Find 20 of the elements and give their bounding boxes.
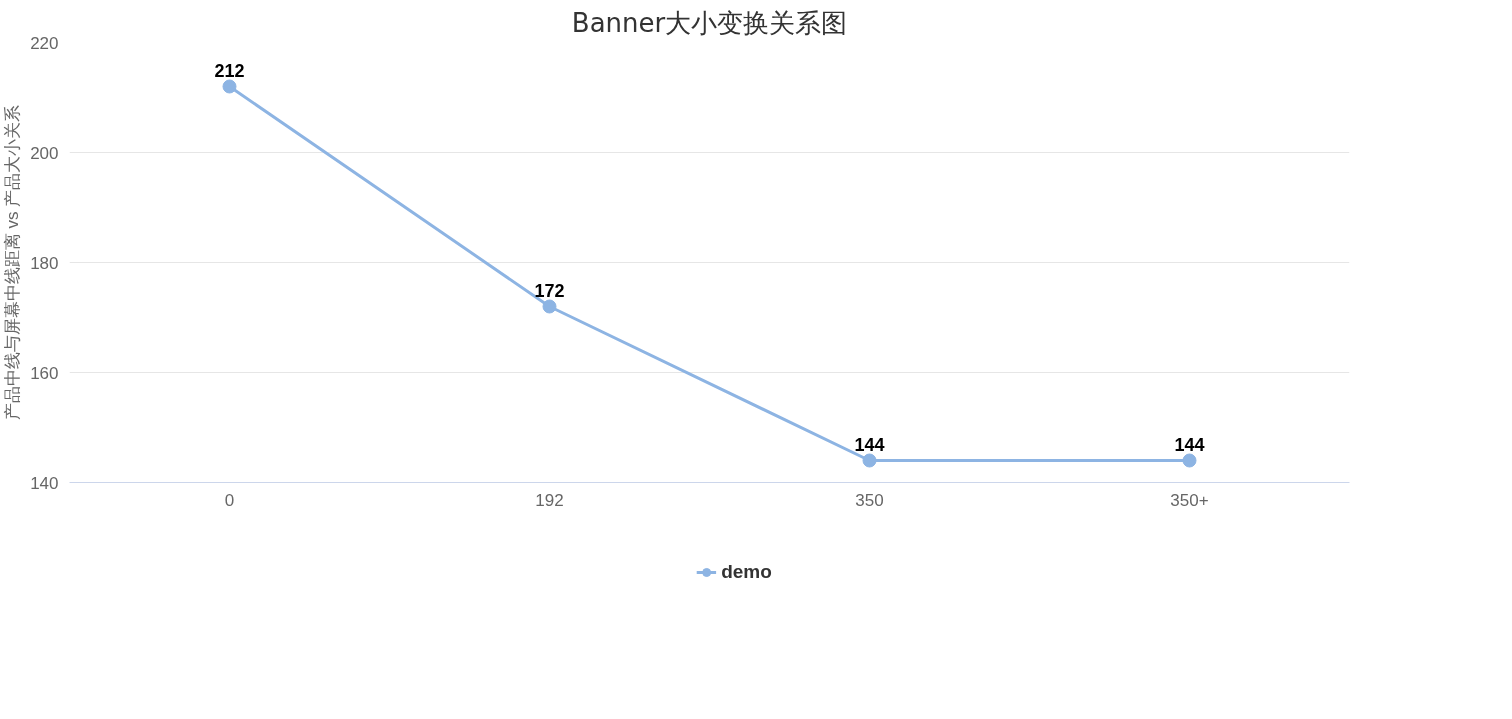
point	[222, 79, 237, 94]
y-tick-label: 220	[30, 33, 59, 53]
point	[542, 299, 557, 314]
data-label: 144	[854, 434, 885, 455]
data-label: 212	[214, 60, 245, 81]
x-tick-label: 350+	[1170, 490, 1209, 510]
point	[862, 453, 877, 468]
data-label: 144	[1174, 434, 1205, 455]
y-tick-label: 180	[30, 253, 59, 273]
x-tick-label: 350	[855, 490, 884, 510]
data-label: 172	[534, 280, 565, 301]
y-tick-label: 140	[30, 473, 59, 493]
x-tick-label: 0	[224, 490, 235, 510]
legend-label: demo	[721, 560, 772, 583]
point	[1182, 453, 1197, 468]
x-tick-label: 192	[535, 490, 564, 510]
chart-title: Banner大小变换关系图	[571, 7, 848, 38]
y-axis-title: 产品中线与屏幕中线距离 vs 产品大小关系	[3, 104, 23, 421]
y-tick-label: 200	[30, 143, 59, 163]
y-tick-label: 160	[30, 363, 59, 383]
